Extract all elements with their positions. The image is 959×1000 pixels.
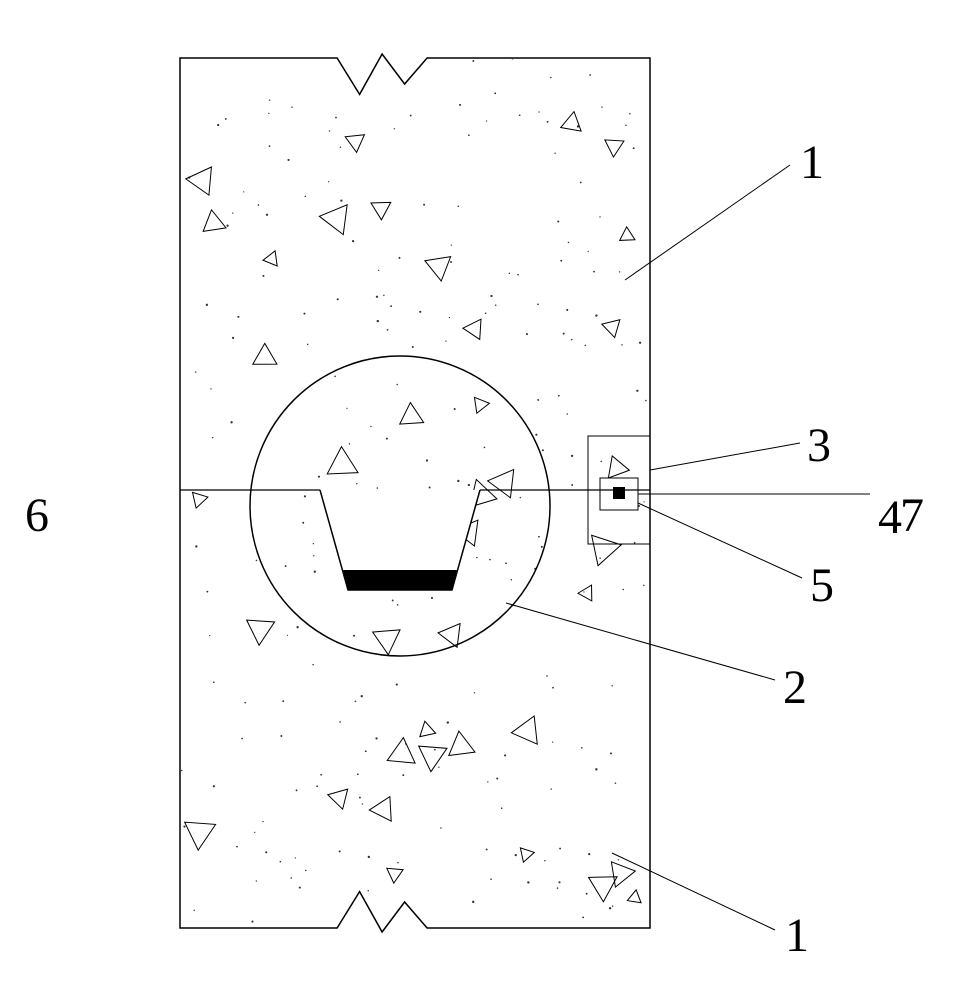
label-1-top: 1 xyxy=(800,135,824,190)
label-5: 5 xyxy=(810,558,834,613)
label-6: 6 xyxy=(25,488,49,543)
label-3: 3 xyxy=(807,418,831,473)
label-1-bottom: 1 xyxy=(785,908,809,963)
label-2: 2 xyxy=(783,660,807,715)
label-7: 7 xyxy=(900,488,924,543)
label-4: 4 xyxy=(878,490,902,545)
